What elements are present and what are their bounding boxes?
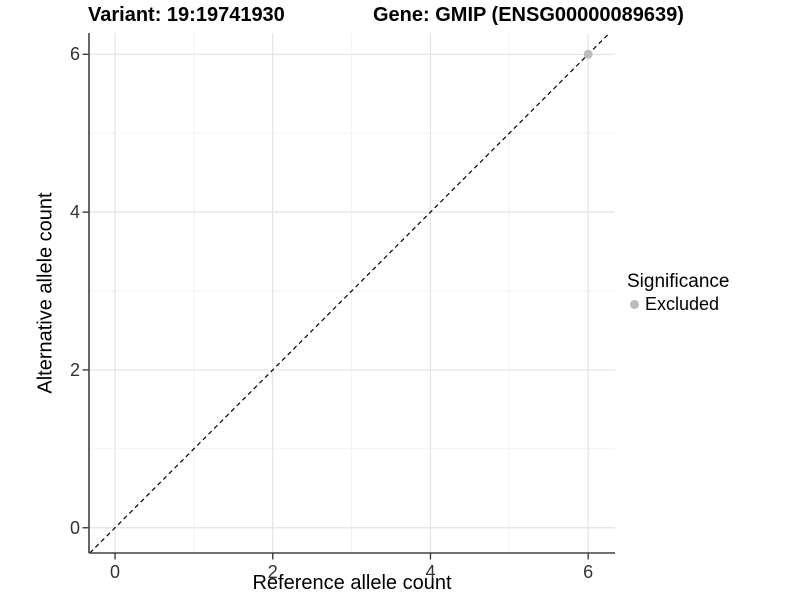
variant-title: Variant: 19:19741930	[88, 4, 285, 26]
gene-title: Gene: GMIP (ENSG00000089639)	[373, 4, 684, 26]
legend-point-icon	[630, 300, 639, 309]
y-tick-label: 2	[69, 359, 80, 380]
y-tick-label: 6	[69, 44, 80, 65]
legend-item-label: Excluded	[645, 294, 720, 314]
y-tick-label: 4	[69, 202, 80, 223]
identity-dashed-line	[89, 32, 610, 554]
data-point-excluded	[583, 49, 593, 59]
legend-title: Significance	[627, 271, 730, 292]
x-tick-label: 2	[267, 562, 278, 582]
legend: Significance Excluded	[627, 271, 729, 315]
x-tick-label: 6	[583, 562, 594, 582]
x-axis-title: Reference allele count	[252, 572, 452, 594]
y-tick-label: 0	[69, 517, 80, 538]
legend-item-excluded: Excluded	[630, 294, 729, 315]
x-tick-label: 4	[425, 562, 436, 582]
x-tick-label: 0	[110, 562, 121, 582]
